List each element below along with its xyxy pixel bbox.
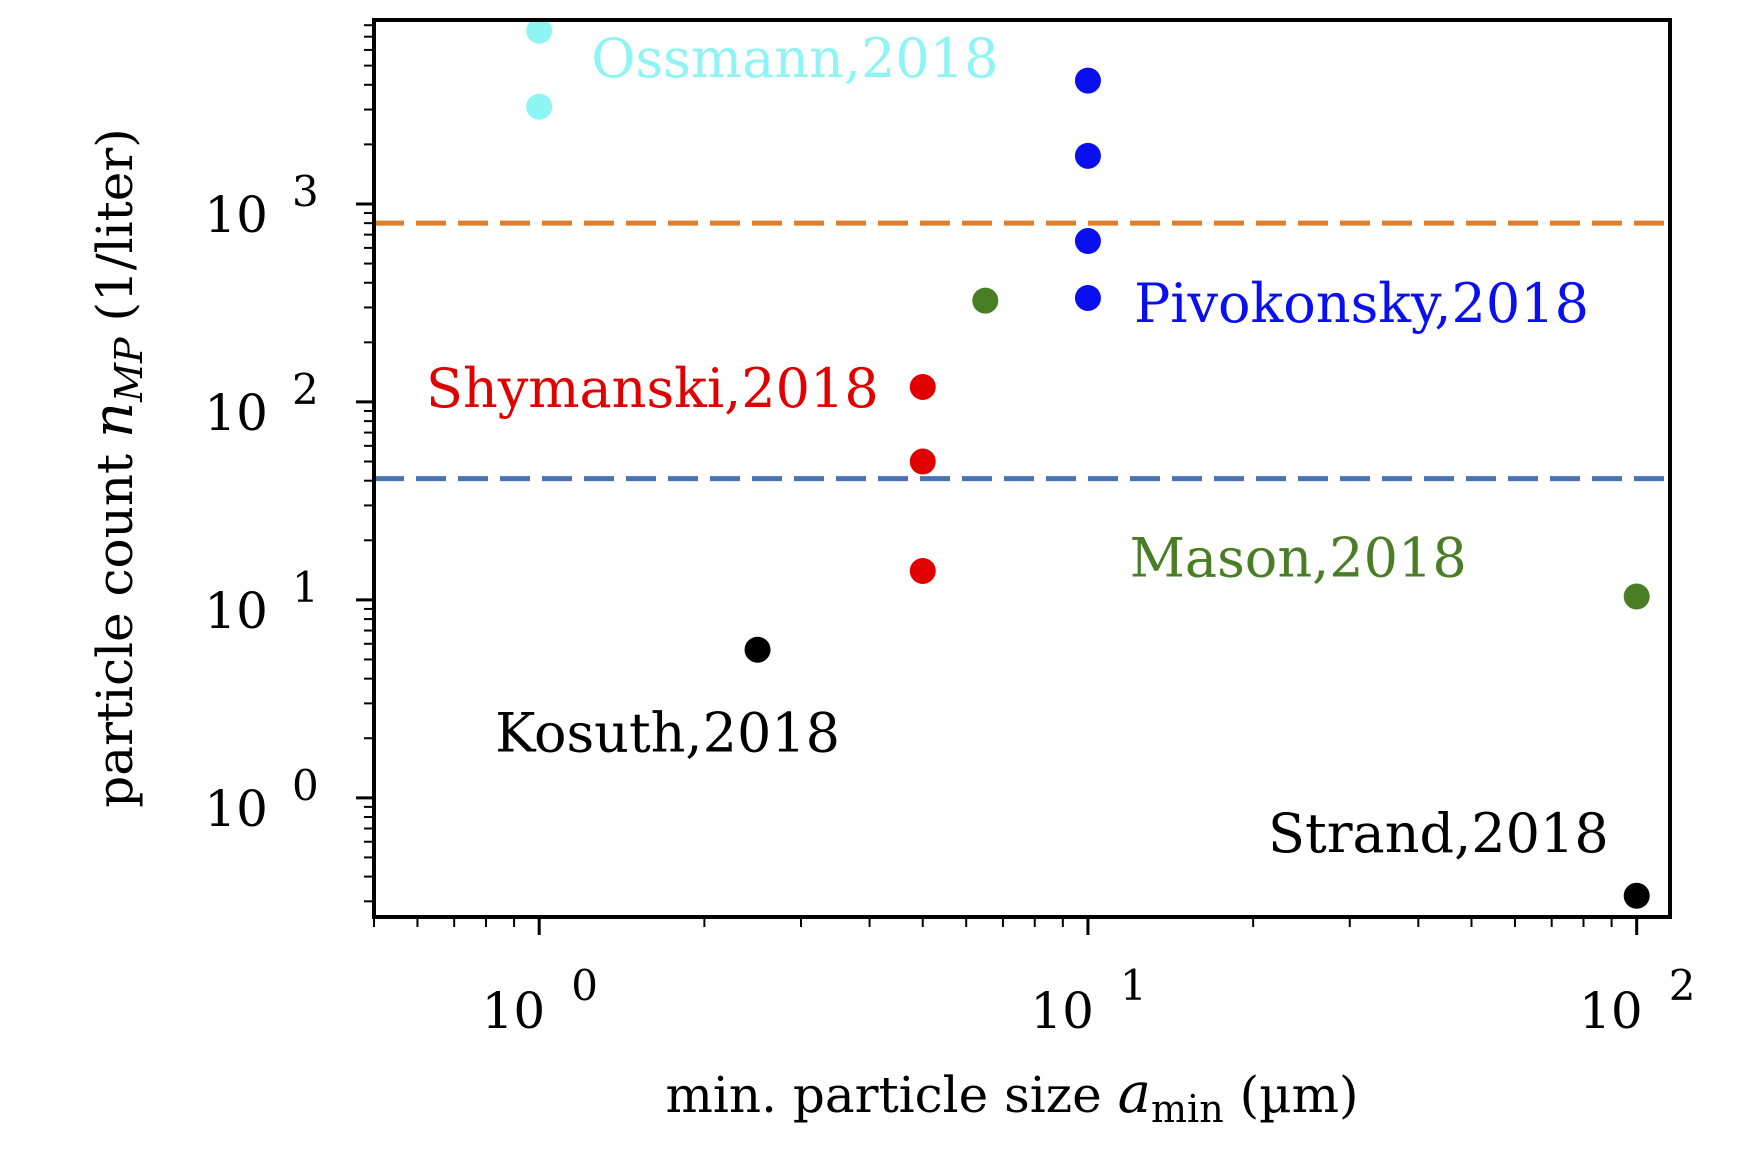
y-tick-exponent: 0 xyxy=(292,761,319,810)
y-axis-title-subscript: MP xyxy=(107,336,151,403)
data-point xyxy=(1074,142,1101,169)
x-tick-exponent: 1 xyxy=(1120,961,1147,1010)
y-tick-label: 10 xyxy=(204,780,268,838)
y-tick-label: 10 xyxy=(204,582,268,640)
y-tick-exponent: 3 xyxy=(292,167,319,216)
x-tick-exponent: 0 xyxy=(571,961,598,1010)
y-axis-title: particle count nMP (1/liter) xyxy=(81,128,151,807)
data-point xyxy=(1623,583,1650,610)
x-tick-label: 10 xyxy=(482,982,546,1040)
x-tick-exponent: 2 xyxy=(1669,961,1696,1010)
data-point xyxy=(1074,228,1101,255)
x-tick-label: 10 xyxy=(1030,982,1094,1040)
y-tick-exponent: 1 xyxy=(292,563,319,612)
data-point xyxy=(909,373,936,400)
data-point xyxy=(744,636,771,663)
y-axis-title-suffix: (1/liter) xyxy=(86,128,144,337)
y-tick-label: 10 xyxy=(204,384,268,442)
y-tick-exponent: 2 xyxy=(292,365,319,414)
y-axis-title-prefix: particle count xyxy=(86,438,144,808)
y-axis-title-symbol: n xyxy=(81,402,146,438)
x-axis-title-prefix: min. particle size xyxy=(665,1066,1117,1124)
series-label: Ossmann,2018 xyxy=(591,27,998,90)
data-points xyxy=(526,17,1650,909)
data-point xyxy=(1074,284,1101,311)
plot-frame xyxy=(372,18,1672,919)
data-point xyxy=(909,557,936,584)
series-label: Mason,2018 xyxy=(1130,527,1467,590)
series-label: Kosuth,2018 xyxy=(495,702,840,765)
series-labels: Ossmann,2018 Pivokonsky,2018 Mason,2018 Shy… xyxy=(426,27,1609,865)
series-label: Shymanski,2018 xyxy=(426,357,879,420)
y-tick-label: 10 xyxy=(204,186,268,244)
x-axis-title-suffix: (µm) xyxy=(1224,1066,1359,1124)
data-point xyxy=(1074,67,1101,94)
reference-lines xyxy=(374,220,1670,482)
data-point xyxy=(909,448,936,475)
tick-labels: 10 0 10 1 10 2 10 0 10 1 10 2 10 3 xyxy=(204,167,1695,1040)
data-point xyxy=(526,17,553,44)
x-axis-title: min. particle size amin (µm) xyxy=(665,1061,1358,1131)
data-point xyxy=(1623,882,1650,909)
x-axis-title-subscript: min xyxy=(1151,1087,1224,1131)
x-axis-title-symbol: a xyxy=(1118,1061,1151,1126)
data-point xyxy=(526,93,553,120)
x-tick-label: 10 xyxy=(1579,982,1643,1040)
series-label: Pivokonsky,2018 xyxy=(1134,272,1589,335)
data-point xyxy=(972,287,999,314)
series-label: Strand,2018 xyxy=(1268,802,1609,865)
